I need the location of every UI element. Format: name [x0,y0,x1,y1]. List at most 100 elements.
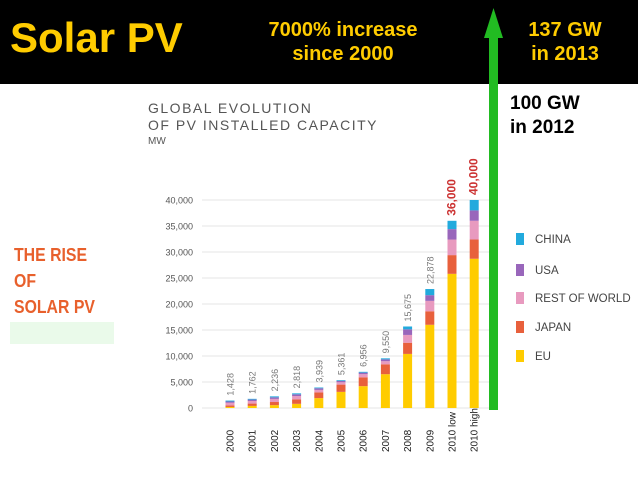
x-tick-label: 2009 [425,429,436,452]
increase-note: 7000% increase since 2000 [258,18,428,66]
y-unit-label: MW [148,136,166,147]
increase-note-line1: 7000% increase [268,19,418,41]
bar-segment-eu [292,403,302,408]
bar-segment-eu [425,324,435,408]
bar-segment-usa [292,394,302,397]
bar-segment-japan [225,405,235,407]
y-tick-label: 20,000 [165,300,193,310]
y-tick-label: 0 [188,404,193,414]
bar-segment-usa [469,210,479,221]
bar-segment-rest-of-world [314,389,324,393]
bar-segment-china [469,200,479,211]
increase-note-line2: since 2000 [292,43,394,65]
y-tick-label: 15,000 [165,326,193,336]
bar-segment-eu [336,391,346,408]
bar-segment-rest-of-world [269,398,279,403]
bar-segment-japan [269,402,279,406]
rise-line3: SOLAR PV [14,297,95,317]
bar-segment-rest-of-world [247,400,257,404]
legend-swatch [516,264,524,276]
bar-segment-japan [380,364,390,375]
legend-label: EU [535,351,551,363]
total-label: 2,818 [292,366,302,389]
bar-segment-rest-of-world [336,382,346,385]
y-tick-label: 10,000 [165,352,193,362]
x-tick-label: 2010 low [448,411,459,452]
gw-2012-line2: in 2012 [510,117,575,138]
bar-segment-usa [358,372,368,375]
bar-segment-china [358,371,368,373]
x-tick-label: 2007 [381,429,392,452]
bar-segment-china [247,398,257,400]
chart-title-line2: OF PV INSTALLED CAPACITY [148,117,378,133]
bar-segment-japan [403,342,413,354]
bar-segment-rest-of-world [380,361,390,365]
bar-segment-china [447,220,457,230]
total-label: 40,000 [467,158,481,195]
bar-segment-usa [403,329,413,335]
bar-segment-eu [269,405,279,408]
bar-segment-usa [225,401,235,403]
total-label: 22,878 [425,257,435,285]
gw-2013-line1: 137 GW [528,19,602,41]
total-label: 1,428 [226,373,236,396]
rise-line2: OF [14,271,36,291]
bar-segment-eu [447,273,457,408]
y-tick-label: 5,000 [170,378,193,388]
bar-segment-japan [247,403,257,406]
bar-segment-china [314,387,324,389]
x-tick-label: 2010 high [470,408,481,452]
bar-segment-usa [336,380,346,383]
x-tick-label: 2001 [248,429,259,452]
bar-segment-usa [380,359,390,362]
total-label: 15,675 [403,294,413,322]
total-label: 9,550 [381,331,391,354]
gw-2013-line2: in 2013 [531,43,599,65]
bar-segment-japan [314,392,324,399]
gridlines [202,199,490,409]
bar-segment-rest-of-world [447,239,457,256]
bar-segment-usa [314,388,324,390]
stacked-bars [225,200,479,408]
total-labels: 1,428 1,762 2,236 2,818 3,939 5,361 6,956 9,550… [226,158,481,396]
total-label: 36,000 [445,179,459,216]
gw-2013-note: 137 GW in 2013 [510,18,620,66]
bar-segment-eu [247,405,257,408]
x-tick-label: 2000 [226,429,237,452]
bar-segment-rest-of-world [225,402,235,406]
gw-2012-line1: 100 GW [510,93,580,114]
x-tick-label: 2003 [292,429,303,452]
slide-title: Solar PV [10,14,183,61]
bar-segment-eu [358,386,368,408]
legend-swatch [516,292,524,304]
legend-swatch [516,321,524,333]
bar-segment-usa [247,399,257,401]
green-arrow-icon [484,8,503,410]
bar-segment-china [336,380,346,381]
bar-segment-rest-of-world [425,300,435,312]
x-tick-label: 2008 [403,429,414,452]
bar-segment-rest-of-world [292,396,302,400]
y-tick-label: 30,000 [165,248,193,258]
legend-label: CHINA [535,234,571,246]
legend-label: REST OF WORLD [535,293,631,305]
bar-segment-eu [314,398,324,408]
bar-segment-china [380,358,390,360]
chart-title-line1: GLOBAL EVOLUTION [148,100,313,116]
bar-segment-japan [336,384,346,392]
bar-segment-china [425,289,435,296]
bar-segment-usa [447,229,457,240]
header-bar [0,0,638,84]
bar-segment-usa [425,295,435,301]
bar-segment-rest-of-world [358,374,368,378]
bar-segment-eu [380,374,390,408]
x-tick-label: 2002 [270,429,281,452]
legend: CHINA USA REST OF WORLD JAPAN EU [516,233,631,363]
bar-segment-japan [358,377,368,387]
gw-2012-note: 100 GW in 2012 [510,92,610,140]
rise-line1: THE RISE [14,245,88,265]
legend-swatch [516,350,524,362]
bar-segment-eu [403,353,413,408]
bar-segment-china [269,396,279,398]
